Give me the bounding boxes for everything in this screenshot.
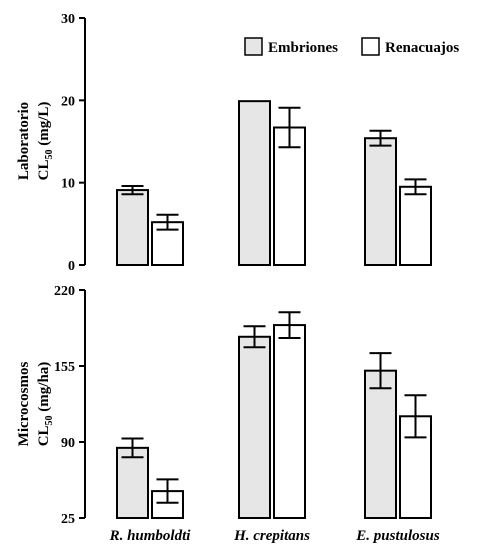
ylabel-top-unit: (mg/L) bbox=[36, 102, 52, 150]
ylabel-top-cl: CL bbox=[36, 160, 52, 181]
yticks-top: 0 10 20 30 bbox=[61, 12, 85, 274]
bar-renacuajos-2 bbox=[399, 185, 432, 267]
bar-renacuajos-1 bbox=[273, 126, 306, 267]
bar-embriones-2 bbox=[364, 137, 397, 266]
ytick-label: 220 bbox=[54, 284, 75, 299]
bars-bottom bbox=[116, 311, 432, 520]
bar-embriones-0 bbox=[116, 189, 149, 266]
ylabel-bottom-line2: CL50 (mg/ha) bbox=[36, 362, 55, 447]
category-labels: R. humboldti H. crepitans E. pustulosus bbox=[109, 528, 440, 544]
ylabel-top-line1: Laboratorio bbox=[16, 102, 32, 180]
legend: Embriones Renacuajos bbox=[244, 37, 459, 56]
ylabel-bottom-cl: CL bbox=[36, 425, 52, 446]
ytick-label: 0 bbox=[68, 259, 75, 274]
legend-label-embriones: Embriones bbox=[268, 40, 338, 56]
legend-swatch-renacuajos bbox=[361, 37, 380, 56]
bars-top bbox=[116, 100, 432, 267]
category-label: H. crepitans bbox=[233, 528, 310, 544]
ytick-label: 10 bbox=[61, 177, 75, 192]
yticks-bottom: 25 90 155 220 bbox=[54, 284, 85, 527]
panel-microcosmos: 25 90 155 220 bbox=[54, 284, 432, 527]
legend-label-renacuajos: Renacuajos bbox=[385, 40, 459, 56]
bar-embriones-0 bbox=[116, 446, 149, 520]
category-label: R. humboldti bbox=[109, 528, 192, 544]
ylabel-bottom-line1: Microcosmos bbox=[16, 361, 32, 446]
ytick-label: 90 bbox=[61, 436, 75, 451]
bar-embriones-1 bbox=[238, 335, 271, 519]
ytick-label: 20 bbox=[61, 94, 75, 109]
ylabel-bottom-sub: 50 bbox=[44, 415, 55, 425]
ylabel-top-line2: CL50 (mg/L) bbox=[36, 102, 55, 181]
bar-renacuajos-0 bbox=[151, 490, 184, 520]
bar-embriones-1 bbox=[238, 100, 271, 267]
panel-laboratorio: 0 10 20 30 Embriones Renacuajos bbox=[61, 12, 459, 274]
bar-renacuajos-1 bbox=[273, 324, 306, 520]
ytick-label: 25 bbox=[61, 512, 75, 527]
legend-swatch-embriones bbox=[244, 37, 263, 56]
ylabel-bottom-group: Microcosmos CL50 (mg/ha) bbox=[16, 361, 55, 446]
ylabel-bottom-unit: (mg/ha) bbox=[36, 362, 52, 416]
ytick-label: 30 bbox=[61, 12, 75, 27]
category-label: E. pustulosus bbox=[355, 528, 440, 544]
bar-embriones-2 bbox=[364, 369, 397, 519]
ylabel-top-sub: 50 bbox=[44, 150, 55, 160]
ylabel-top-group: Laboratorio CL50 (mg/L) bbox=[16, 102, 55, 181]
ytick-label: 155 bbox=[54, 360, 75, 375]
